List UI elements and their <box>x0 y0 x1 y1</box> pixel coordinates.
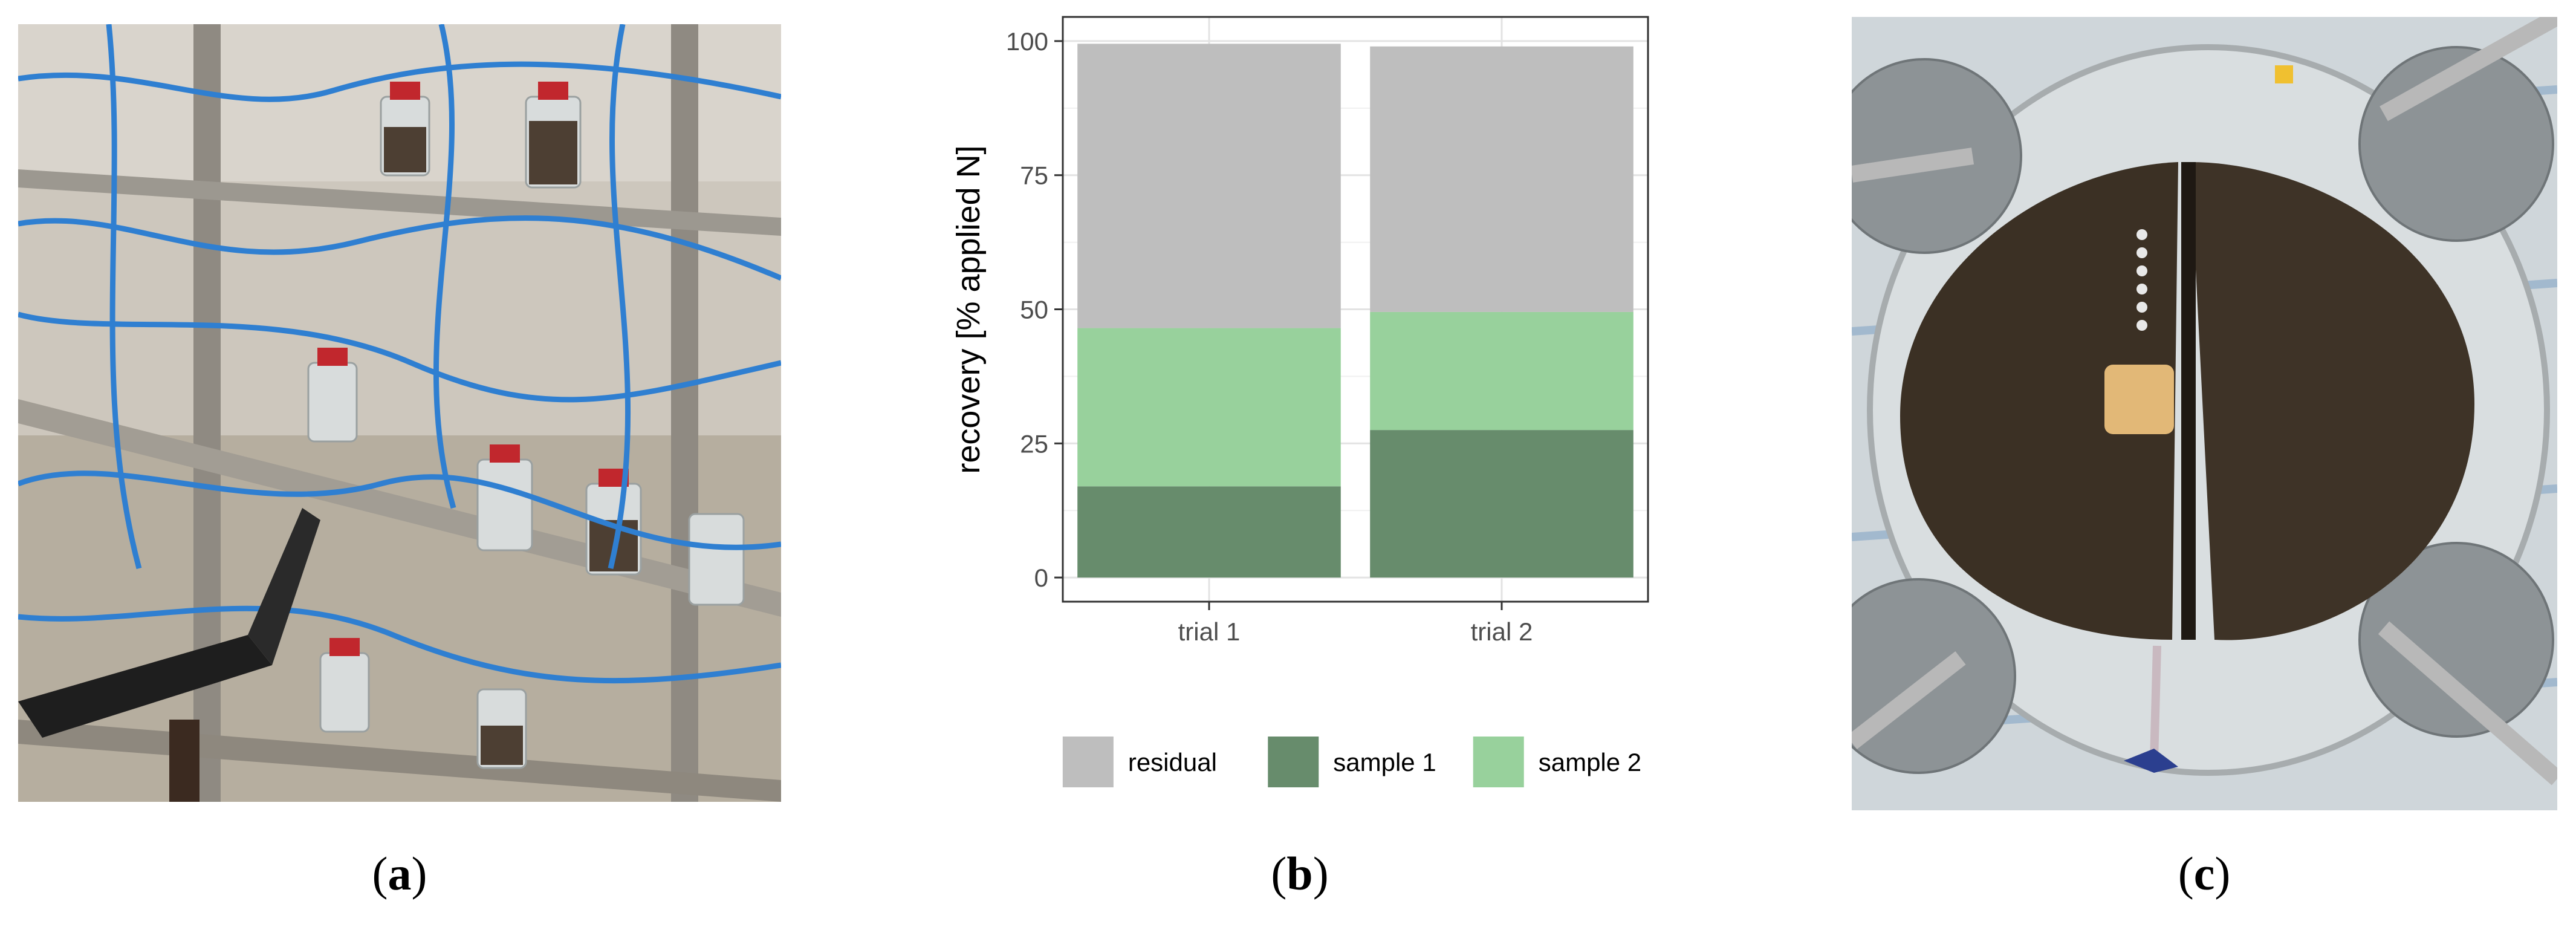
bar-sample-1-trial-2 <box>1370 430 1634 578</box>
legend-label-sample-2: sample 2 <box>1539 748 1641 776</box>
recovery-chart-svg: 0 25 50 75 100 trial 1 trial 2 recovery [% app… <box>950 16 1649 787</box>
bar-sample-2-trial-1 <box>1077 328 1341 487</box>
caption-b: (b) <box>1271 847 1329 900</box>
x-tick-label: trial 2 <box>1471 617 1533 646</box>
lab-setup-photo <box>18 24 781 802</box>
soil-core-photo-illustration <box>1852 17 2557 810</box>
caption-a-letter: a <box>388 847 412 900</box>
legend-label-sample-1: sample 1 <box>1333 748 1436 776</box>
legend-label-residual: residual <box>1128 748 1217 776</box>
bar-sample-1-trial-1 <box>1077 486 1341 578</box>
caption-b-letter: b <box>1286 847 1313 900</box>
y-tick-label: 0 <box>1034 564 1048 592</box>
y-tick-label: 25 <box>1020 429 1048 458</box>
caption-a: (a) <box>372 847 427 900</box>
y-tick-label: 50 <box>1020 296 1048 324</box>
bar-sample-2-trial-2 <box>1370 311 1634 431</box>
x-tick-label: trial 1 <box>1178 617 1241 646</box>
legend-key-sample-2 <box>1473 737 1524 787</box>
caption-c-letter: c <box>2193 847 2215 900</box>
soil-core-photo <box>1852 17 2557 810</box>
legend-key-sample-1 <box>1268 737 1319 787</box>
recovery-chart: 0 25 50 75 100 trial 1 trial 2 recovery [% app… <box>931 12 1717 816</box>
lab-setup-photo-illustration <box>18 24 781 802</box>
y-tick-label: 75 <box>1020 161 1048 190</box>
bar-residual-trial-1 <box>1077 44 1341 328</box>
y-tick-label: 100 <box>1006 27 1048 56</box>
bar-residual-trial-2 <box>1370 46 1634 312</box>
caption-c: (c) <box>2178 847 2231 900</box>
legend-key-residual <box>1062 737 1114 787</box>
y-axis-title: recovery [% applied N] <box>950 145 987 473</box>
